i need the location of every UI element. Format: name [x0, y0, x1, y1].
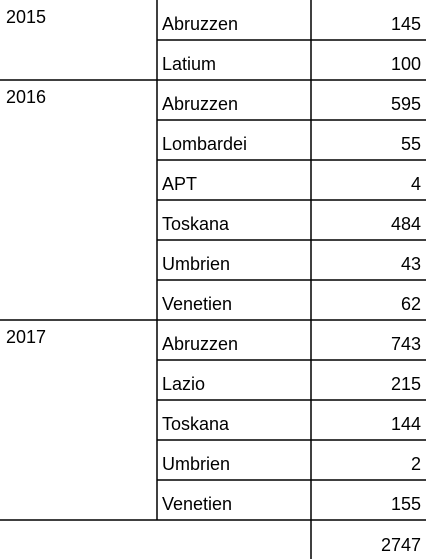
region-cell: Lazio — [162, 374, 205, 394]
value-cell: 144 — [391, 414, 421, 434]
value-cell: 43 — [401, 254, 421, 274]
value-cell: 743 — [391, 334, 421, 354]
region-cell: Venetien — [162, 294, 232, 314]
region-cell: Abruzzen — [162, 14, 238, 34]
region-cell: Toskana — [162, 414, 230, 434]
value-cell: 62 — [401, 294, 421, 314]
total-cell: 2747 — [381, 535, 421, 555]
year-cell: 2015 — [6, 7, 46, 27]
region-cell: Latium — [162, 54, 216, 74]
region-cell: Umbrien — [162, 254, 230, 274]
region-cell: Venetien — [162, 494, 232, 514]
year-cell: 2017 — [6, 327, 46, 347]
value-cell: 484 — [391, 214, 421, 234]
region-cell: Abruzzen — [162, 94, 238, 114]
year-cell: 2016 — [6, 87, 46, 107]
value-cell: 155 — [391, 494, 421, 514]
value-cell: 145 — [391, 14, 421, 34]
value-cell: 100 — [391, 54, 421, 74]
region-cell: Toskana — [162, 214, 230, 234]
value-cell: 595 — [391, 94, 421, 114]
value-cell: 215 — [391, 374, 421, 394]
region-cell: Abruzzen — [162, 334, 238, 354]
value-cell: 2 — [411, 454, 421, 474]
region-cell: APT — [162, 174, 197, 194]
value-cell: 55 — [401, 134, 421, 154]
region-cell: Umbrien — [162, 454, 230, 474]
region-cell: Lombardei — [162, 134, 247, 154]
value-cell: 4 — [411, 174, 421, 194]
